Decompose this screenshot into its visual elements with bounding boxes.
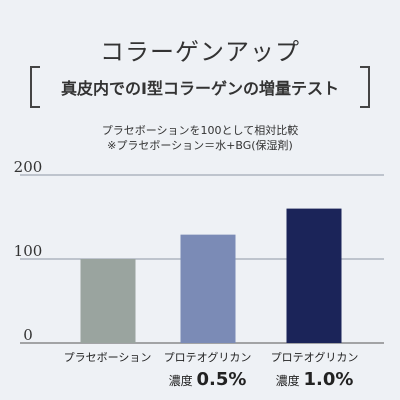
y-tick-label-100: 100	[14, 242, 43, 260]
right-bracket	[360, 66, 370, 108]
left-bracket	[30, 66, 40, 108]
bar-0	[80, 259, 136, 343]
y-tick-label-200: 200	[14, 158, 43, 176]
y-tick-label-0: 0	[23, 326, 33, 344]
bar-2	[286, 208, 342, 343]
subtitle-box: 真皮内でのI型コラーゲンの増量テスト	[30, 66, 370, 108]
category-label-10: プロテオグリカン 濃度 1.0%	[270, 351, 359, 390]
category-label-placebo: プラセボーション	[63, 351, 152, 364]
chart-title: コラーゲンアップ	[100, 38, 300, 66]
bar-1	[180, 234, 236, 343]
category-label-05: プロテオグリカン 濃度 0.5%	[163, 351, 252, 390]
placebo-definition-note: ※プラセボーション＝水+BG(保湿剤)	[107, 139, 293, 152]
comparison-note: プラセボーションを100として相対比較	[101, 124, 299, 137]
chart-subtitle: 真皮内でのI型コラーゲンの増量テスト	[61, 79, 339, 98]
